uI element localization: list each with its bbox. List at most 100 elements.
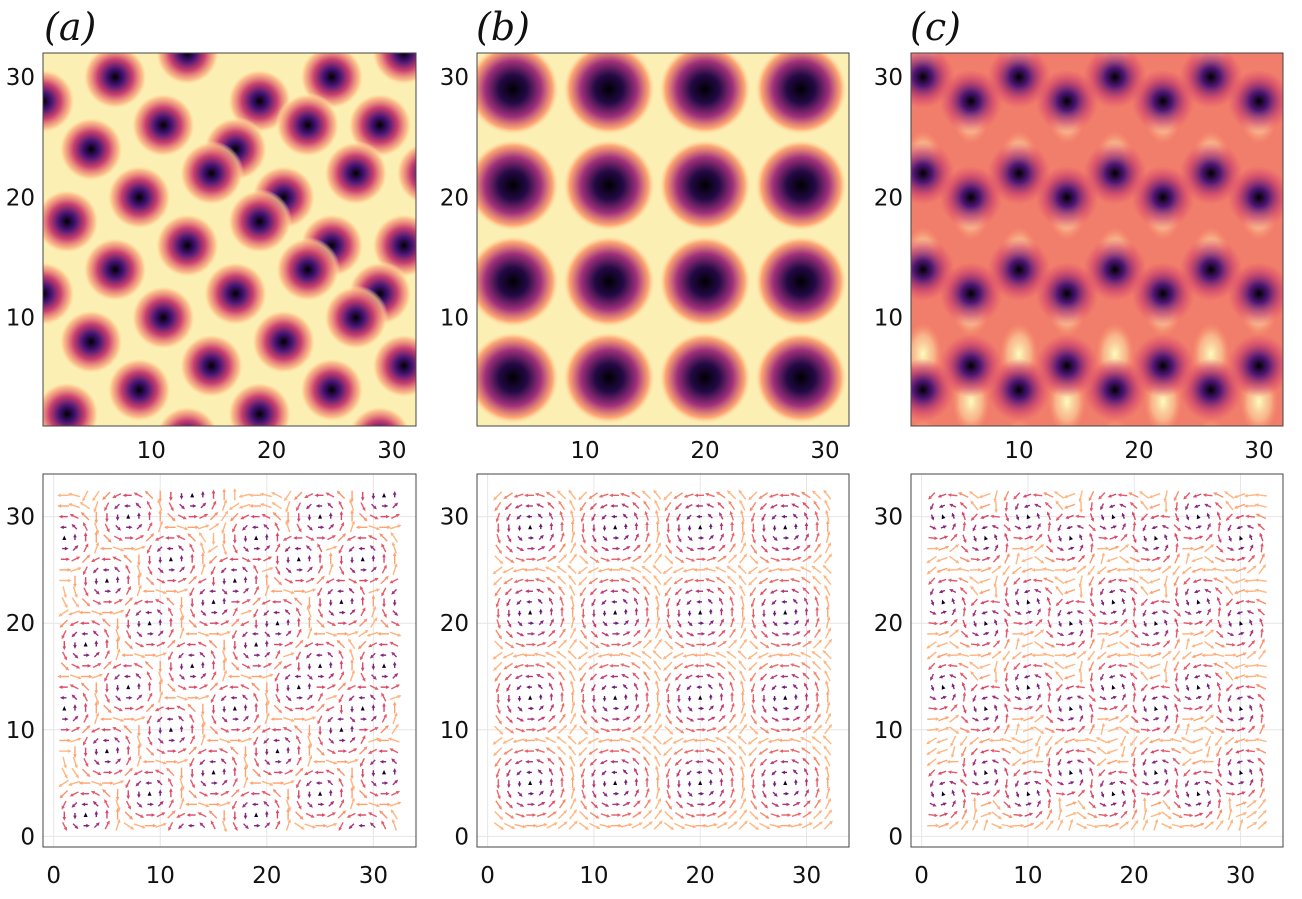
spin-arrowhead-a-644 (110, 610, 114, 615)
spin-arrowhead-a-22 (300, 826, 305, 830)
spin-arrow-c-258 (950, 735, 957, 746)
spin-arrowhead-a-823 (307, 554, 312, 559)
spin-arrow-b-575 (824, 640, 832, 649)
spin-arrowhead-c-21 (1154, 818, 1159, 823)
spin-arrowhead-b-89 (764, 804, 769, 809)
spin-arrowhead-c-95 (1262, 798, 1267, 803)
spin-arrowhead-b-74 (605, 803, 610, 807)
spin-arrowhead-b-191 (825, 765, 829, 770)
spin-arrowhead-b-925 (804, 522, 809, 526)
spin-arrowhead-c-101 (986, 791, 991, 795)
spin-arrowhead-b-483 (524, 664, 528, 668)
spin-arrowhead-c-198 (991, 759, 996, 763)
heatmap-spot-a-27 (130, 285, 196, 351)
heatmap-spot-c-28 (939, 69, 1003, 133)
spin-arrow-c-241 (1107, 748, 1118, 754)
spin-arrow-b-147 (698, 780, 703, 786)
spin-arrowhead-a-426 (171, 688, 176, 692)
spin-arrowhead-b-92 (796, 802, 801, 806)
spin-arrowhead-b-961 (504, 506, 509, 511)
spin-arrowhead-b-839 (572, 542, 576, 547)
spin-arrowhead-b-25 (766, 825, 771, 829)
spin-arrowhead-b-384 (496, 700, 501, 704)
spin-arrowhead-b-344 (753, 720, 758, 725)
spin-arrow-b-998 (557, 491, 567, 500)
spin-arrowhead-b-245 (715, 747, 721, 751)
spin-arrow-a-422 (126, 684, 131, 690)
spin-arrowhead-c-61 (1243, 812, 1248, 816)
spin-arrowhead-a-128 (58, 783, 63, 788)
spin-arrow-c-247 (1172, 748, 1182, 754)
spin-arrow-a-927 (389, 525, 400, 530)
spin-arrowhead-a-337 (245, 715, 249, 720)
spin-arrowhead-b-125 (805, 789, 809, 794)
spin-arrowhead-b-620 (625, 620, 629, 624)
spin-arrowhead-a-500 (278, 661, 283, 665)
spin-arrowhead-a-649 (156, 609, 161, 613)
spin-arrow-b-527 (653, 651, 662, 660)
spin-arrowhead-a-1016 (314, 493, 319, 498)
spin-arrowhead-a-376 (320, 703, 325, 708)
spin-arrow-c-28 (1227, 820, 1233, 831)
spin-arrowhead-a-919 (308, 526, 313, 531)
spin-arrow-b-788 (705, 568, 716, 572)
spin-arrowhead-b-388 (538, 693, 543, 698)
spin-arrowhead-b-738 (513, 579, 518, 584)
spin-arrowhead-a-525 (199, 651, 204, 656)
spin-arrowhead-a-711 (138, 584, 142, 589)
spin-arrowhead-a-62 (379, 810, 384, 815)
spin-arrowhead-a-305 (246, 727, 251, 731)
spin-arrow-a-302 (209, 726, 218, 734)
spin-arrowhead-b-151 (740, 776, 745, 780)
spin-arrowhead-a-726 (302, 589, 306, 594)
spin-arrow-b-318 (813, 725, 822, 734)
spin-arrowhead-b-264 (577, 741, 582, 745)
spin-arrowhead-b-355 (530, 706, 535, 711)
spin-arrowhead-b-112 (667, 795, 671, 800)
spin-arrow-b-48 (664, 810, 673, 820)
spin-arrowhead-b-318 (818, 724, 823, 729)
spin-arrowhead-b-454 (558, 670, 562, 676)
spin-arrow-a-46 (209, 811, 218, 819)
spin-arrowhead-c-283 (1214, 742, 1219, 747)
spin-arrowhead-a-172 (190, 774, 194, 779)
spin-arrow-c-365 (1069, 706, 1073, 712)
spin-arrow-b-769 (504, 567, 514, 573)
spin-arrowhead-c-135 (1004, 785, 1009, 789)
spin-arrowhead-c-139 (1044, 778, 1049, 783)
heatmap-spot-a-23 (82, 237, 148, 303)
spin-arrowhead-a-275 (263, 739, 268, 744)
spin-arrowhead-a-874 (165, 536, 169, 540)
spin-arrow-a-636 (358, 619, 367, 627)
spin-arrowhead-b-921 (762, 528, 766, 533)
spin-arrowhead-b-334 (647, 713, 651, 718)
spin-arrowhead-c-50 (1123, 810, 1128, 815)
spin-arrowhead-c-247 (1170, 748, 1175, 752)
spin-arrowhead-a-903 (138, 523, 143, 528)
spin-arrowhead-a-537 (327, 651, 332, 656)
spin-arrowhead-b-250 (768, 750, 773, 754)
spin-arrow-b-29 (801, 822, 812, 829)
spin-arrowhead-a-565 (289, 641, 294, 646)
spin-arrow-c-243 (1131, 746, 1137, 756)
spin-arrow-a-756 (273, 576, 282, 585)
spin-arrow-b-56 (749, 810, 758, 820)
spin-arrowhead-a-991 (394, 502, 399, 507)
spin-arrowhead-c-72 (1017, 803, 1022, 807)
spin-arrowhead-a-600 (313, 632, 317, 636)
spin-arrowhead-b-714 (599, 590, 604, 594)
spin-arrowhead-c-136 (1015, 783, 1019, 788)
spin-arrowhead-a-715 (184, 588, 189, 592)
spin-arrow-a-182 (295, 768, 303, 777)
spin-arrow-b-471 (739, 671, 746, 682)
spin-arrowhead-b-16 (670, 826, 675, 831)
spin-arrow-b-790 (727, 566, 737, 574)
spin-arrowhead-b-524 (618, 652, 623, 657)
spin-arrowhead-a-436 (275, 689, 280, 693)
spin-arrowhead-a-840 (146, 549, 151, 554)
spin-arrowhead-a-1008 (233, 488, 237, 492)
spin-arrowhead-a-805 (112, 556, 117, 560)
spin-arrow-a-723 (264, 586, 270, 597)
spin-arrowhead-a-894 (379, 533, 384, 538)
spin-arrow-b-38 (557, 810, 567, 820)
